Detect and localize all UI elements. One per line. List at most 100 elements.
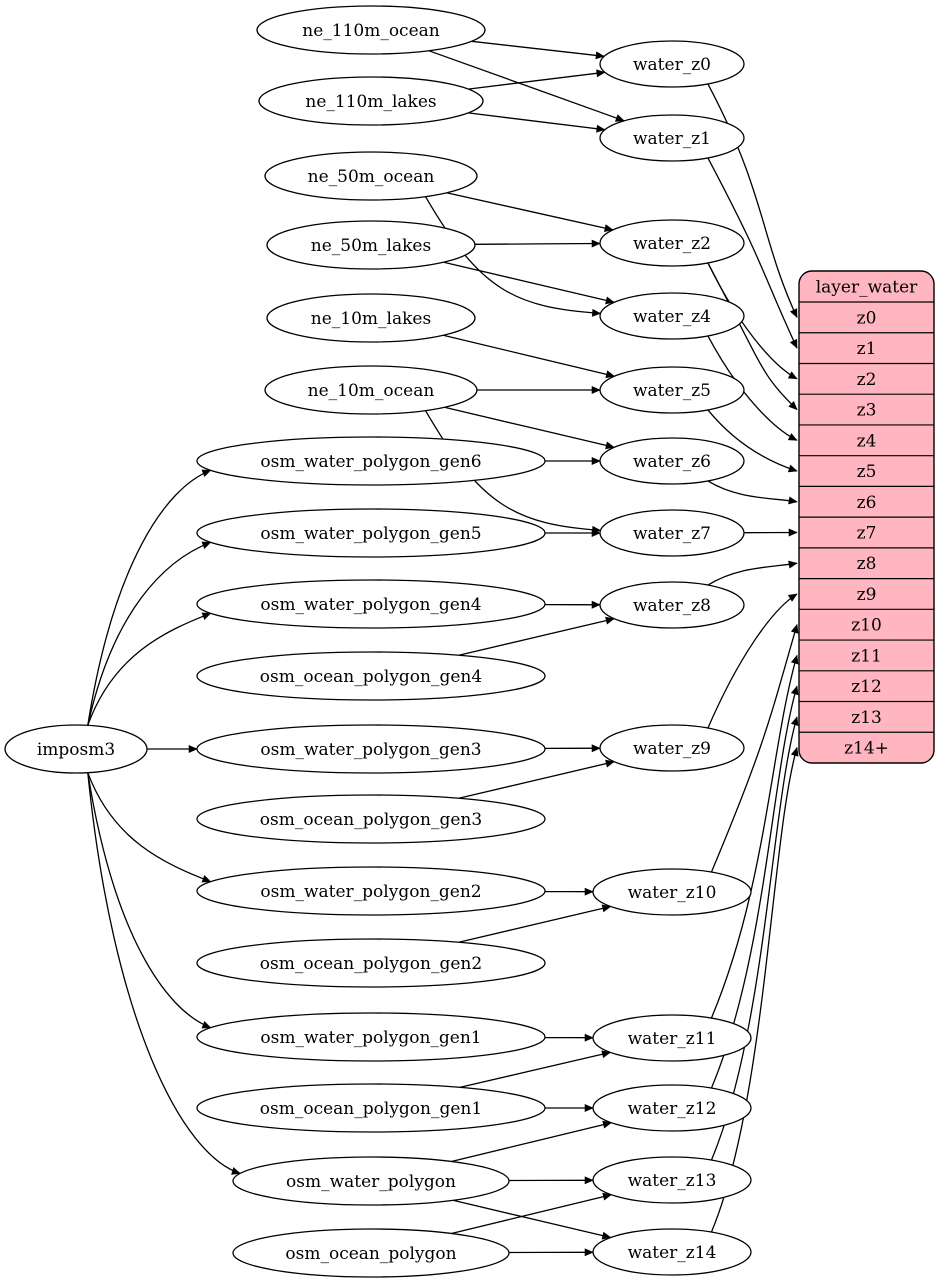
node-ellipse-imposm3 xyxy=(4,724,148,774)
node-label-water_z7: water_z7 xyxy=(633,524,711,544)
node-osm_water_polygon_gen6: osm_water_polygon_gen6 xyxy=(196,436,546,486)
node-ellipse-osm_water_polygon_gen4 xyxy=(196,579,546,629)
node-label-water_z4: water_z4 xyxy=(633,307,711,327)
node-ellipse-ne_50m_ocean xyxy=(264,151,478,201)
node-label-water_z0: water_z0 xyxy=(633,55,711,75)
layer-water-table-title: layer_water xyxy=(816,278,918,298)
table-row-z6: z6 xyxy=(857,493,877,513)
node-ellipse-osm_water_polygon_gen6 xyxy=(196,436,546,486)
table-row-z5: z5 xyxy=(857,462,877,482)
edge-osm_water_polygon-to-water_z14 xyxy=(452,1199,612,1240)
nodes-layer: imposm3 ne_110m_ocean ne_110m_lakes ne_50m_… xyxy=(4,5,752,1278)
node-label-osm_water_polygon_gen6: osm_water_polygon_gen6 xyxy=(260,452,481,472)
node-ellipse-osm_water_polygon xyxy=(232,1156,510,1206)
node-ellipse-water_z1 xyxy=(599,114,745,162)
node-water_z0: water_z0 xyxy=(599,40,745,88)
node-ellipse-osm_water_polygon_gen1 xyxy=(196,1012,546,1062)
edge-osm_ocean_polygon_gen4-to-water_z8 xyxy=(458,616,615,656)
node-water_z14: water_z14 xyxy=(592,1228,752,1276)
node-ellipse-water_z7 xyxy=(599,509,745,557)
node-label-water_z13: water_z13 xyxy=(628,1171,717,1191)
table-row-z12: z12 xyxy=(851,677,882,697)
node-osm_water_polygon_gen5: osm_water_polygon_gen5 xyxy=(196,508,546,558)
edge-osm_water_polygon-to-water_z12 xyxy=(451,1120,612,1163)
node-label-osm_water_polygon_gen3: osm_water_polygon_gen3 xyxy=(260,740,481,760)
table-row-z9: z9 xyxy=(857,585,877,605)
node-water_z1: water_z1 xyxy=(599,114,745,162)
edge-osm_ocean_polygon_gen1-to-water_z11 xyxy=(459,1050,612,1089)
node-label-water_z2: water_z2 xyxy=(633,234,711,254)
node-label-water_z12: water_z12 xyxy=(628,1099,717,1119)
node-water_z5: water_z5 xyxy=(599,366,745,414)
node-osm_water_polygon_gen4: osm_water_polygon_gen4 xyxy=(196,579,546,629)
table-row-z1: z1 xyxy=(857,339,877,359)
node-water_z10: water_z10 xyxy=(592,868,752,916)
edge-osm_ocean_polygon-to-water_z13 xyxy=(451,1192,612,1235)
node-label-osm_water_polygon_gen2: osm_water_polygon_gen2 xyxy=(260,882,481,902)
node-water_z4: water_z4 xyxy=(599,292,745,340)
node-water_z8: water_z8 xyxy=(599,581,745,629)
edge-imposm3-to-osm_water_polygon_gen5 xyxy=(87,541,212,726)
node-osm_water_polygon_gen3: osm_water_polygon_gen3 xyxy=(196,724,546,774)
node-ellipse-water_z8 xyxy=(599,581,745,629)
edge-water_z0-to-layer-water-z0 xyxy=(707,83,798,319)
edge-imposm3-to-osm_water_polygon_gen1 xyxy=(87,772,212,1029)
node-label-imposm3: imposm3 xyxy=(37,740,115,760)
node-ellipse-water_z14 xyxy=(592,1228,752,1276)
edge-osm_ocean_polygon_gen3-to-water_z9 xyxy=(458,759,615,799)
node-osm_water_polygon: osm_water_polygon xyxy=(232,1156,510,1206)
node-ellipse-water_z10 xyxy=(592,868,752,916)
table-layer: layer_water z0 z1 z2 z3 z4 z5 z6 z7 z8 z9 z10 z11 z12… xyxy=(798,270,935,764)
table-row-z10: z10 xyxy=(851,616,882,636)
node-osm_ocean_polygon: osm_ocean_polygon xyxy=(232,1228,510,1278)
node-osm_water_polygon_gen2: osm_water_polygon_gen2 xyxy=(196,866,546,916)
node-label-water_z6: water_z6 xyxy=(633,452,711,472)
node-label-water_z10: water_z10 xyxy=(628,883,717,903)
node-ne_110m_lakes: ne_110m_lakes xyxy=(258,76,484,126)
table-row-z2: z2 xyxy=(857,370,877,390)
edge-ne_110m_lakes-to-water_z1 xyxy=(468,112,606,133)
node-ellipse-water_z12 xyxy=(592,1084,752,1132)
layer-water-table: layer_water z0 z1 z2 z3 z4 z5 z6 z7 z8 z9 z10 z11 z12… xyxy=(798,270,935,764)
node-label-ne_50m_lakes: ne_50m_lakes xyxy=(311,236,431,256)
node-osm_water_polygon_gen1: osm_water_polygon_gen1 xyxy=(196,1012,546,1062)
node-ellipse-ne_110m_lakes xyxy=(258,76,484,126)
node-label-osm_water_polygon: osm_water_polygon xyxy=(286,1172,456,1192)
edge-water_z4-to-layer-water-z4 xyxy=(707,335,798,441)
node-label-osm_ocean_polygon_gen3: osm_ocean_polygon_gen3 xyxy=(260,810,482,830)
edge-water_z5-to-layer-water-z5 xyxy=(707,409,798,473)
node-ellipse-ne_110m_ocean xyxy=(256,5,486,55)
node-label-osm_ocean_polygon_gen4: osm_ocean_polygon_gen4 xyxy=(260,667,482,687)
edge-water_z1-to-layer-water-z1 xyxy=(707,157,798,349)
edge-imposm3-to-osm_water_polygon xyxy=(87,772,241,1175)
edge-ne_50m_lakes-to-water_z2 xyxy=(474,239,601,248)
node-water_z13: water_z13 xyxy=(592,1156,752,1204)
edge-osm_ocean_polygon_gen2-to-water_z10 xyxy=(458,904,612,943)
table-row-z11: z11 xyxy=(851,646,882,666)
node-ellipse-osm_ocean_polygon_gen1 xyxy=(196,1083,546,1133)
node-ellipse-ne_10m_lakes xyxy=(266,293,476,343)
edge-imposm3-to-osm_water_polygon_gen2 xyxy=(87,772,212,883)
node-label-ne_10m_lakes: ne_10m_lakes xyxy=(311,309,431,329)
node-label-osm_ocean_polygon: osm_ocean_polygon xyxy=(285,1244,456,1264)
node-ellipse-osm_water_polygon_gen2 xyxy=(196,866,546,916)
table-row-z3: z3 xyxy=(857,401,877,421)
edge-water_z8-to-layer-water-z8 xyxy=(707,560,798,586)
node-osm_ocean_polygon_gen3: osm_ocean_polygon_gen3 xyxy=(196,794,546,844)
node-label-water_z11: water_z11 xyxy=(628,1029,717,1049)
node-ellipse-water_z5 xyxy=(599,366,745,414)
node-water_z11: water_z11 xyxy=(592,1014,752,1062)
node-ne_50m_lakes: ne_50m_lakes xyxy=(266,220,476,270)
table-row-z0: z0 xyxy=(857,308,877,328)
node-label-ne_50m_ocean: ne_50m_ocean xyxy=(308,167,435,187)
node-label-osm_ocean_polygon_gen2: osm_ocean_polygon_gen2 xyxy=(260,954,482,974)
edge-ne_10m_lakes-to-water_z5 xyxy=(443,334,616,379)
node-ellipse-osm_ocean_polygon_gen3 xyxy=(196,794,546,844)
table-row-z7: z7 xyxy=(857,524,877,544)
node-ellipse-osm_water_polygon_gen3 xyxy=(196,724,546,774)
node-label-water_z1: water_z1 xyxy=(633,129,711,149)
node-label-osm_water_polygon_gen4: osm_water_polygon_gen4 xyxy=(260,595,481,615)
node-ellipse-osm_ocean_polygon_gen2 xyxy=(196,938,546,988)
